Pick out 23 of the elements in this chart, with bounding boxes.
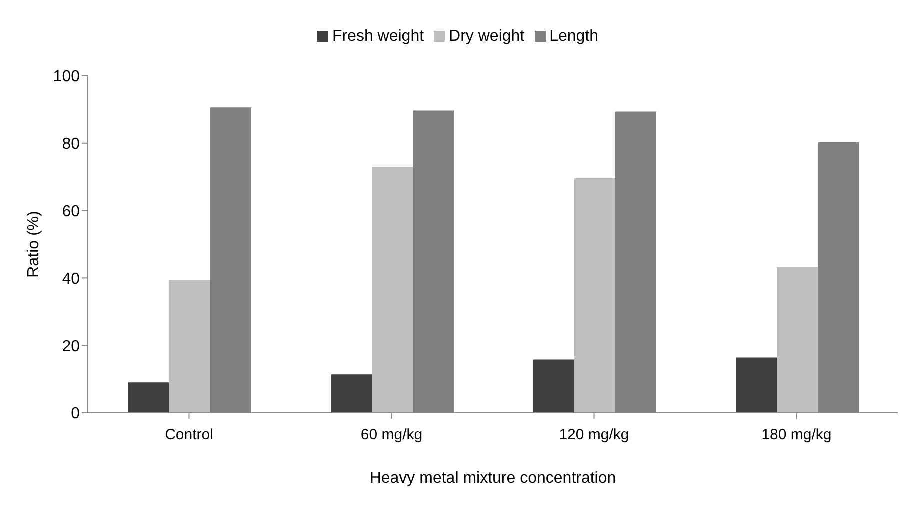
y-tick-label: 80 <box>62 136 80 154</box>
bar <box>331 374 372 413</box>
y-axis-title: Ratio (%) <box>26 211 43 278</box>
y-tick-label: 100 <box>53 68 80 86</box>
legend-label: Dry weight <box>449 28 525 45</box>
bar <box>534 360 574 413</box>
y-tick-label: 60 <box>62 203 80 220</box>
x-tick-label: 180 mg/kg <box>762 426 832 444</box>
bar <box>736 358 777 413</box>
x-tick-label: 120 mg/kg <box>559 426 630 444</box>
bar <box>372 166 413 413</box>
x-axis-title: Heavy metal mixture concentration <box>370 470 616 487</box>
bar <box>128 382 170 413</box>
y-tick-label: 0 <box>71 406 80 423</box>
y-tick-label: 20 <box>62 338 80 356</box>
y-tick-label: 40 <box>62 270 80 288</box>
bar <box>170 280 210 413</box>
legend-label: Length <box>550 28 599 45</box>
x-tick-label: Control <box>165 426 214 444</box>
legend-label: Fresh weight <box>332 28 424 45</box>
x-tick-label: 60 mg/kg <box>360 426 423 444</box>
bar <box>777 267 818 413</box>
bar <box>574 178 616 413</box>
